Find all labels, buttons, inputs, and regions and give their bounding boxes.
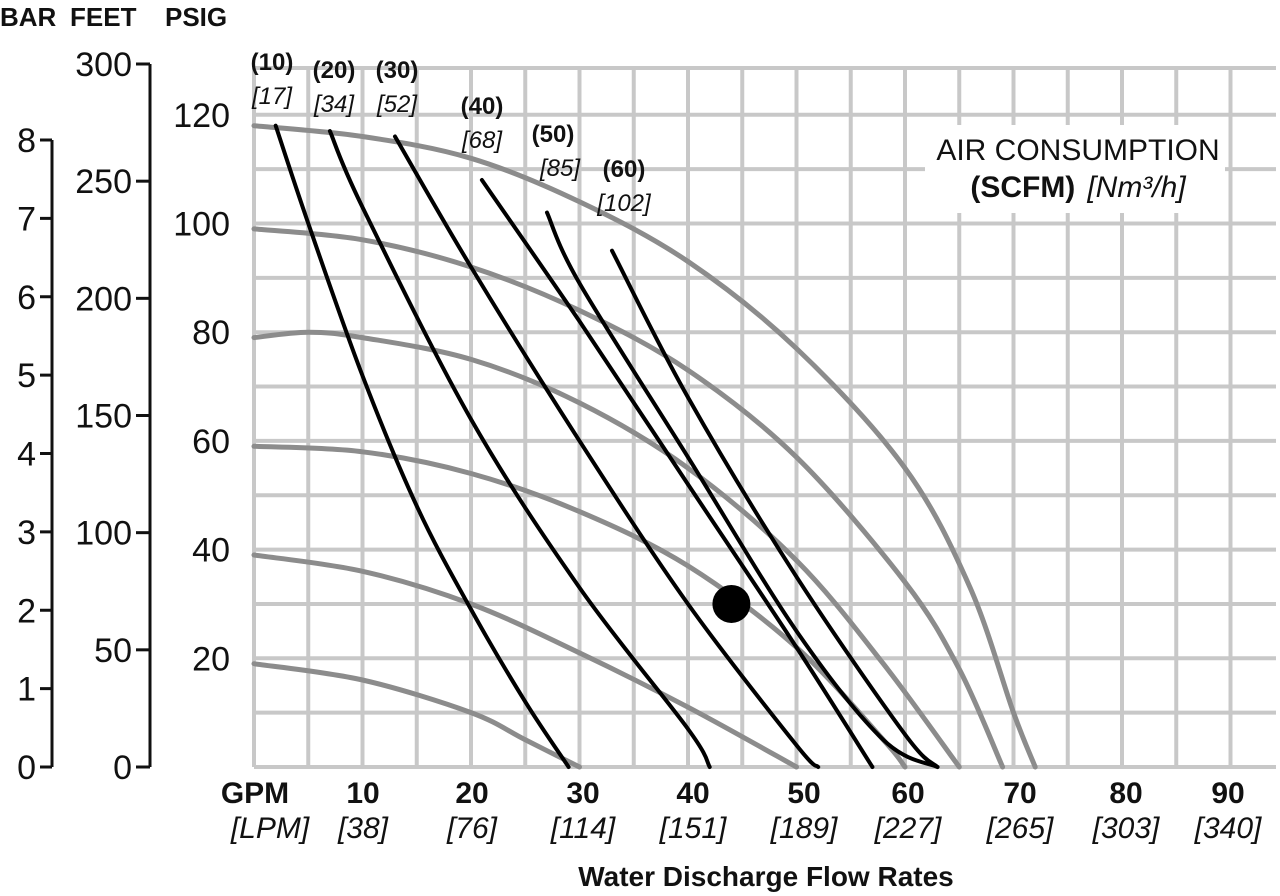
psig-tick-label: 20 [192, 640, 230, 678]
x-tick-label-lpm: [76] [446, 812, 498, 845]
air-curve-label-scfm: (40) [461, 93, 504, 120]
air-curve-label-nm3h: [17] [251, 83, 293, 110]
feet-tick-label: 250 [75, 163, 132, 201]
air-curve-20scfm [327, 129, 712, 769]
operating-point-marker [712, 584, 751, 623]
legend-units: (SCFM) [Nm³/h] [970, 171, 1186, 204]
chart-grid [252, 66, 1276, 769]
psig-tick-label: 40 [192, 532, 230, 570]
x-tick-label-lpm: [227] [874, 812, 942, 845]
bar-tick-label: 5 [17, 357, 36, 395]
air-curve-label-scfm: (50) [532, 121, 575, 148]
x-tick-label-gpm: 90 [1211, 777, 1244, 810]
x-tick-label-lpm: [265] [986, 812, 1054, 845]
x-tick-label-lpm: [151] [659, 812, 727, 845]
psig-tick-label: 80 [192, 314, 230, 352]
x-tick-label-lpm: [340] [1194, 812, 1262, 845]
air-curve-label-scfm: (10) [251, 49, 294, 76]
x-unit-label: GPM [221, 777, 289, 810]
x-tick-label-gpm: 70 [1003, 777, 1036, 810]
pressure-curve-20psig [251, 661, 582, 770]
air-curve-label-scfm: (60) [603, 156, 646, 183]
air-curve-label-nm3h: [85] [539, 155, 581, 182]
x-tick-label-gpm: 10 [346, 777, 379, 810]
x-tick-label-gpm: 60 [891, 777, 924, 810]
x-tick-label-lpm: [189] [770, 812, 838, 845]
bar-tick-label: 8 [17, 122, 36, 160]
x-tick-label-gpm: 40 [676, 777, 709, 810]
legend-unit-metric: [Nm³/h] [1086, 171, 1186, 204]
x-axis-title: Water Discharge Flow Rates [578, 861, 954, 892]
psig-tick-label: 120 [173, 97, 230, 135]
air-curve-40scfm [479, 178, 875, 769]
bar-tick-label: 4 [17, 436, 36, 474]
bar-tick-label: 0 [17, 749, 36, 787]
bar-tick-label: 7 [17, 200, 36, 238]
air-curve-50scfm [545, 210, 940, 769]
feet-tick-label: 0 [113, 749, 132, 787]
x-unit-label-metric: [LPM] [230, 812, 310, 845]
air-curve-label-nm3h: [102] [596, 190, 652, 217]
x-tick-label-lpm: [38] [337, 812, 389, 845]
feet-axis-header: FEET [70, 2, 137, 32]
feet-tick-label: 200 [75, 280, 132, 318]
feet-tick-label: 50 [94, 632, 132, 670]
bar-tick-label: 1 [17, 671, 36, 709]
pressure-curve-80psig [251, 329, 962, 770]
feet-tick-label: 100 [75, 515, 132, 553]
x-tick-label-gpm: 50 [787, 777, 820, 810]
bar-tick-label: 3 [17, 514, 36, 552]
pressure-curve-40psig [251, 552, 799, 770]
pressure-curve-120psig [251, 123, 1038, 770]
bar-tick-label: 2 [17, 592, 36, 630]
air-curve-label-nm3h: [34] [313, 91, 355, 118]
air-curve-label-scfm: (20) [313, 57, 356, 84]
x-tick-label-lpm: [114] [550, 812, 616, 845]
x-tick-label-gpm: 20 [455, 777, 488, 810]
psig-axis-header: PSIG [165, 2, 227, 32]
chart-marks: 1201008060402030025020015010050087654321… [17, 46, 1262, 845]
x-tick-label-lpm: [303] [1092, 812, 1160, 845]
pressure-curve-100psig [251, 226, 1006, 770]
feet-tick-label: 300 [75, 46, 132, 84]
air-curve-60scfm [610, 248, 940, 769]
air-consumption-curves: (10) [17] (20) [34] (30) [52] (40) [68] (50) [85]… [251, 49, 940, 769]
bar-axis-header: BAR [0, 2, 57, 32]
legend-title: AIR CONSUMPTION [936, 134, 1219, 167]
legend-unit-scfm: (SCFM) [970, 171, 1075, 204]
air-curve-30scfm [393, 134, 821, 769]
psig-tick-label: 60 [192, 423, 230, 461]
x-tick-label-gpm: 80 [1109, 777, 1142, 810]
legend-background [925, 125, 1225, 213]
psig-tick-label: 100 [173, 206, 230, 244]
air-curve-label-nm3h: [68] [461, 127, 503, 154]
air-curve-label-nm3h: [52] [376, 91, 418, 118]
x-tick-label-gpm: 30 [566, 777, 599, 810]
bar-tick-label: 6 [17, 279, 36, 317]
air-curve-10scfm [273, 123, 571, 769]
feet-tick-label: 150 [75, 398, 132, 436]
air-curve-label-scfm: (30) [376, 57, 419, 84]
